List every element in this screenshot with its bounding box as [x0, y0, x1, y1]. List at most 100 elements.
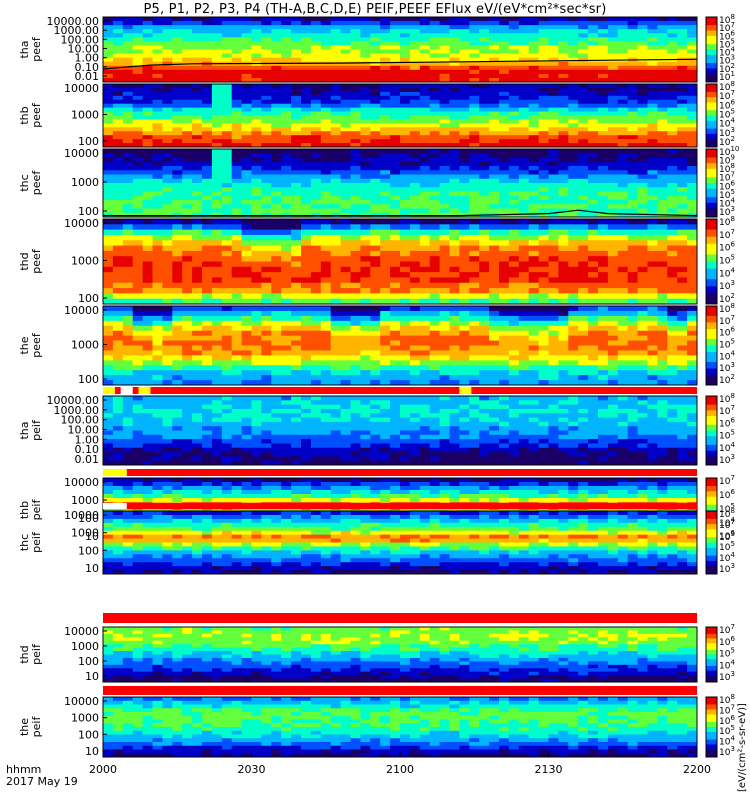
heatmap-cell: [459, 298, 470, 305]
heatmap-cell: [301, 135, 312, 140]
heatmap-cell: [281, 224, 292, 231]
heatmap-cell: [657, 365, 668, 371]
heatmap-cell: [241, 277, 252, 284]
heatmap-cell: [677, 306, 688, 312]
heatmap-cell: [152, 250, 163, 257]
heatmap-cell: [508, 153, 520, 158]
heatmap-cell: [627, 293, 638, 300]
heatmap-cell: [518, 61, 530, 67]
heatmap-cell: [499, 191, 510, 197]
heatmap-cell: [221, 135, 233, 140]
heatmap-cell: [320, 282, 332, 289]
heatmap-cell: [568, 380, 579, 386]
heatmap-cell: [647, 219, 658, 225]
heatmap-cell: [182, 365, 193, 371]
heatmap-cell: [627, 234, 638, 241]
heatmap-cell: [677, 360, 688, 366]
heatmap-cell: [112, 77, 124, 83]
colorbar-segment: [706, 33, 717, 37]
heatmap-cell: [320, 107, 332, 112]
heatmap-cell: [558, 320, 569, 327]
heatmap-cell: [588, 166, 599, 171]
heatmap-cell: [637, 315, 648, 322]
heatmap-cell: [112, 365, 124, 371]
heatmap-cell: [627, 200, 638, 205]
heatmap-cell: [598, 191, 609, 197]
heatmap-cell: [637, 107, 648, 112]
heatmap-cell: [112, 57, 124, 63]
heatmap-cell: [310, 310, 322, 317]
heatmap-cell: [241, 111, 252, 116]
heatmap-cell: [518, 65, 530, 71]
heatmap-cell: [182, 208, 193, 214]
heatmap-cell: [400, 99, 411, 105]
heatmap-cell: [162, 115, 173, 120]
heatmap-cell: [202, 135, 213, 140]
heatmap-cell: [469, 103, 480, 109]
heatmap-cell: [528, 375, 539, 381]
heatmap-cell: [172, 77, 183, 83]
heatmap-cell: [617, 200, 629, 205]
heatmap-cell: [617, 256, 629, 262]
heatmap-cell: [518, 157, 530, 163]
heatmap-cell: [518, 282, 530, 289]
heatmap-cell: [558, 282, 569, 289]
heatmap-cell: [241, 310, 252, 317]
heatmap-cell: [548, 212, 559, 218]
heatmap-cell: [182, 266, 193, 273]
heatmap-cell: [687, 282, 698, 289]
heatmap-cell: [439, 288, 450, 294]
heatmap-cell: [607, 370, 619, 376]
heatmap-cell: [508, 123, 520, 128]
heatmap-cell: [261, 153, 272, 158]
heatmap-cell: [558, 33, 569, 38]
heatmap-cell: [439, 21, 450, 26]
colorbar-segment: [706, 338, 717, 343]
heatmap-cell: [320, 310, 332, 317]
heatmap-cell: [479, 95, 490, 101]
heatmap-cell: [637, 320, 648, 327]
heatmap-cell: [202, 115, 213, 120]
heatmap-cell: [538, 65, 549, 71]
heatmap-cell: [380, 310, 391, 317]
heatmap-cell: [241, 33, 252, 38]
heatmap-cell: [479, 234, 490, 241]
heatmap-cell: [617, 166, 629, 171]
heatmap-cell: [231, 365, 242, 371]
heatmap-cell: [409, 350, 421, 356]
heatmap-cell: [499, 57, 510, 63]
heatmap-cell: [607, 157, 619, 163]
heatmap-cell: [301, 166, 312, 171]
heatmap-cell: [271, 37, 282, 42]
heatmap-cell: [261, 17, 272, 22]
heatmap-cell: [251, 178, 262, 184]
heatmap-cell: [429, 365, 440, 371]
heatmap-cell: [152, 95, 163, 101]
heatmap-cell: [172, 107, 183, 112]
heatmap-cell: [162, 315, 173, 322]
heatmap-cell: [419, 17, 431, 22]
heatmap-cell: [142, 272, 153, 278]
heatmap-cell: [330, 360, 341, 366]
heatmap-cell: [598, 41, 609, 46]
heatmap-cell: [439, 139, 450, 144]
heatmap-cell: [518, 57, 530, 63]
heatmap-cell: [370, 37, 381, 42]
heatmap-cell: [231, 49, 242, 54]
heatmap-cell: [627, 240, 638, 246]
heatmap-cell: [221, 33, 233, 38]
heatmap-cell: [261, 103, 272, 109]
heatmap-cell: [499, 131, 510, 136]
heatmap-cell: [657, 37, 668, 42]
heatmap-cell: [667, 380, 678, 386]
heatmap-cell: [231, 204, 242, 209]
heatmap-cell: [627, 99, 638, 105]
heatmap-cell: [202, 69, 213, 75]
heatmap-cell: [172, 131, 183, 136]
heatmap-cell: [508, 355, 520, 361]
heatmap-cell: [122, 65, 134, 71]
heatmap-cell: [627, 157, 638, 163]
heatmap-cell: [132, 240, 143, 246]
heatmap-cell: [677, 355, 688, 361]
heatmap-cell: [350, 53, 361, 59]
